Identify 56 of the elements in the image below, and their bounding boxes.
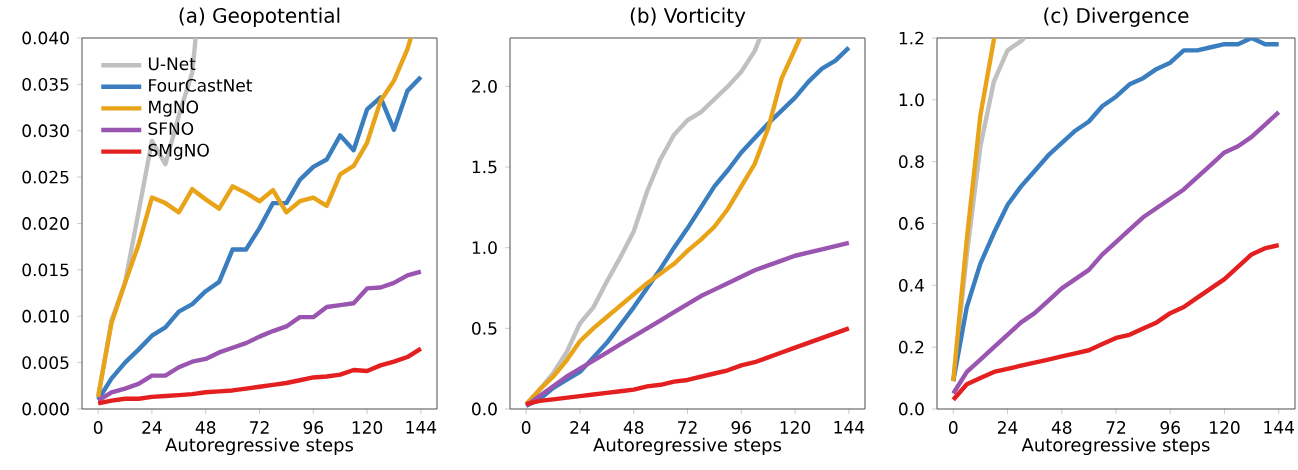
x-tick-label: 96 (731, 421, 752, 434)
chart-title: (b) Vorticity (630, 7, 746, 27)
y-tick-label: 0.020 (22, 217, 69, 230)
line-series (951, 37, 997, 384)
y-tick-label: 0.2 (899, 340, 924, 354)
x-tick-label: 120 (1210, 421, 1240, 434)
line-series (95, 346, 424, 406)
x-tick-label: 48 (1051, 421, 1072, 434)
legend-label: SMgNO (148, 143, 209, 160)
x-tick-label: 144 (1264, 421, 1294, 434)
y-tick-label: 0.005 (22, 356, 69, 370)
y-tick-label: 1.0 (472, 241, 497, 255)
x-axis-title: Autoregressive steps (165, 437, 354, 456)
line-series (95, 269, 424, 403)
legend-label: SFNO (148, 122, 194, 136)
y-tick-label: 0.0 (899, 402, 924, 416)
y-tick-label: 0.000 (22, 402, 69, 416)
y-tick-label: 1.2 (899, 31, 924, 45)
x-tick-label: 72 (678, 421, 697, 434)
y-tick-label: 0.6 (899, 217, 924, 230)
x-tick-label: 0 (948, 421, 958, 434)
x-tick-label: 24 (570, 421, 590, 434)
y-tick-label: 0.8 (899, 155, 924, 169)
y-tick-label: 0.5 (472, 321, 497, 335)
x-tick-label: 120 (352, 421, 383, 434)
x-tick-label: 144 (834, 421, 865, 434)
x-tick-label: 96 (1160, 421, 1180, 434)
x-tick-label: 144 (406, 421, 437, 434)
legend-label: MgNO (149, 100, 199, 117)
x-axis-title: Autoregressive steps (593, 437, 782, 456)
y-tick-label: 0.040 (22, 31, 69, 45)
legend-label: FourCastNet (149, 78, 253, 92)
x-tick-label: 0 (521, 421, 531, 434)
x-axis-title: Autoregressive steps (1021, 437, 1210, 456)
y-tick-label: 2.0 (472, 79, 497, 93)
x-tick-label: 48 (623, 421, 644, 434)
x-tick-label: 72 (1106, 421, 1126, 434)
x-tick-label: 24 (997, 421, 1018, 434)
y-tick-label: 0.015 (22, 263, 69, 277)
x-tick-label: 0 (93, 421, 103, 434)
x-tick-label: 120 (780, 421, 811, 434)
x-tick-label: 24 (142, 421, 162, 434)
x-tick-label: 72 (250, 421, 269, 434)
y-tick-label: 0.025 (22, 170, 69, 184)
x-tick-label: 48 (195, 421, 216, 434)
y-tick-label: 0.030 (22, 124, 69, 138)
y-tick-label: 0.0 (472, 402, 497, 416)
y-tick-label: 1.0 (899, 93, 924, 107)
y-tick-label: 1.5 (472, 160, 497, 174)
x-tick-label: 96 (303, 421, 324, 434)
y-tick-label: 0.035 (22, 77, 69, 91)
legend-label: U-Net (148, 57, 196, 71)
y-tick-label: 0.4 (899, 278, 924, 292)
chart-title: (c) Divergence (1044, 7, 1189, 27)
chart-title: (a) Geopotential (179, 7, 340, 27)
y-tick-label: 0.010 (22, 309, 69, 323)
